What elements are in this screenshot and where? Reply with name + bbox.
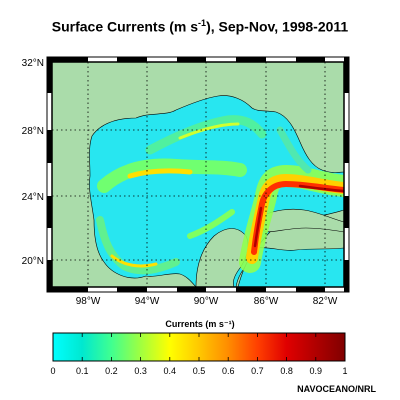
colorbar-tick-label: 0 (50, 366, 55, 376)
lat-label-24: 24°N (22, 192, 44, 203)
lon-label-86: 86°W (254, 296, 279, 307)
lon-label-94: 94°W (135, 296, 160, 307)
colorbar-tick-label: 0.9 (310, 366, 323, 376)
lat-label-20: 20°N (22, 256, 44, 267)
colorbar-tick-label: 0.1 (76, 366, 89, 376)
colorbar-tick-label: 0.2 (105, 366, 118, 376)
colorbar: Currents (m s⁻¹) 0 0.1 0.2 0.3 0.4 0.5 0.6 0.7 0… (50, 319, 347, 376)
map-area (52, 62, 344, 287)
colorbar-strip (53, 333, 345, 361)
colorbar-tick-label: 0.4 (164, 366, 177, 376)
lon-label-98: 98°W (76, 296, 101, 307)
colorbar-tick-label: 1 (342, 366, 347, 376)
credit-text: NAVOCEANO/NRL (297, 384, 376, 394)
colorbar-tick-label: 0.5 (193, 366, 206, 376)
lat-label-28: 28°N (22, 126, 44, 137)
colorbar-tick-label: 0.8 (280, 366, 293, 376)
colorbar-title: Currents (m s⁻¹) (165, 319, 234, 329)
lon-label-82: 82°W (313, 296, 338, 307)
lon-label-90: 90°W (194, 296, 219, 307)
colorbar-tick-label: 0.7 (251, 366, 264, 376)
lat-label-32: 32°N (22, 58, 44, 69)
colorbar-tick-label: 0.6 (222, 366, 235, 376)
colorbar-tick-label: 0.3 (134, 366, 147, 376)
latitude-labels: 32°N 28°N 24°N 20°N (22, 58, 44, 267)
longitude-labels: 98°W 94°W 90°W 86°W 82°W (76, 296, 338, 307)
